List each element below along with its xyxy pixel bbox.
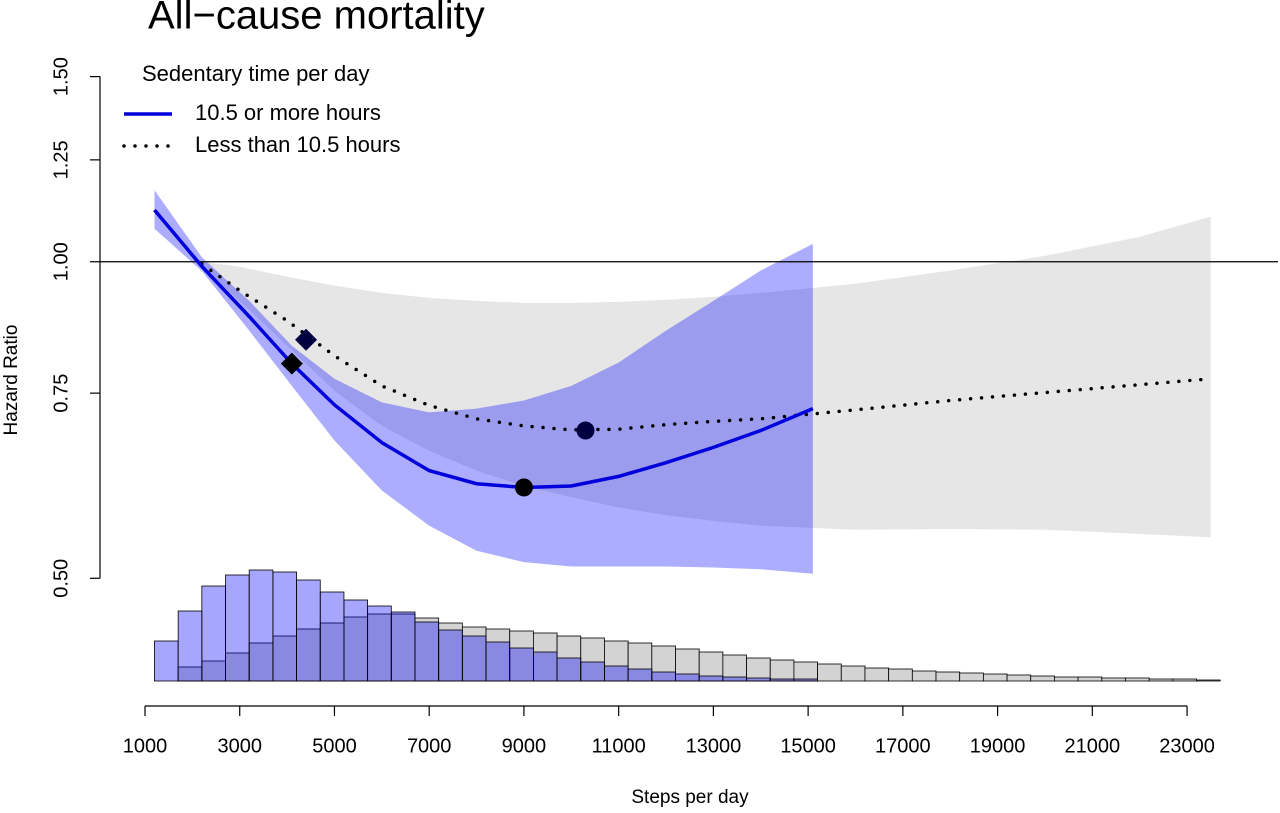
circle-marker xyxy=(576,421,595,440)
histogram-bar xyxy=(722,676,747,682)
histogram-bar xyxy=(1148,678,1174,682)
histogram-bar xyxy=(1125,677,1150,682)
histogram-bar xyxy=(1077,676,1103,682)
histogram-bar xyxy=(627,668,653,682)
histogram-bar xyxy=(248,569,274,682)
axes: 1000 3000 5000 7000 9000 11000 13000 15000 17000… xyxy=(50,57,1215,757)
histogram-bar xyxy=(746,657,771,682)
histogram-bar xyxy=(414,621,440,682)
legend-label: Less than 10.5 hours xyxy=(195,132,400,157)
x-tick-label: 15000 xyxy=(780,735,836,757)
histogram-bar xyxy=(793,678,818,682)
diamond-marker xyxy=(295,328,318,351)
histogram-bar xyxy=(840,665,866,682)
x-tick-label: 23000 xyxy=(1159,735,1215,757)
histogram-bar xyxy=(769,659,795,682)
x-axis-label: Steps per day xyxy=(631,787,749,808)
histogram-bar xyxy=(864,667,890,682)
diamond-marker xyxy=(280,352,303,375)
x-tick-label: 1000 xyxy=(123,735,168,757)
y-axis-label: Hazard Ratio xyxy=(1,325,22,436)
histograms xyxy=(154,569,1221,682)
histogram-bar xyxy=(438,629,463,682)
histogram-bar xyxy=(1054,676,1079,682)
histogram-bar xyxy=(651,671,676,682)
y-tick-label: 0.75 xyxy=(50,374,72,413)
histogram-bar xyxy=(675,673,700,682)
x-tick-label: 9000 xyxy=(502,735,547,757)
lines xyxy=(153,208,1213,497)
legend-label: 10.5 or more hours xyxy=(195,100,381,125)
histogram-bar xyxy=(225,574,250,682)
histogram-bar xyxy=(604,665,629,682)
bands xyxy=(100,190,1278,574)
histogram-bar xyxy=(485,641,511,682)
chart-title: All−cause mortality xyxy=(148,0,485,38)
x-tick-label: 7000 xyxy=(407,735,452,757)
histogram-bar xyxy=(154,640,179,682)
histogram-bar xyxy=(367,605,392,682)
histogram-bar xyxy=(461,635,487,682)
y-tick-label: 0.50 xyxy=(50,559,72,598)
histogram-bar xyxy=(888,668,913,682)
histogram-bar xyxy=(1030,675,1055,682)
y-tick-label: 1.00 xyxy=(50,242,72,281)
histogram-bar xyxy=(556,657,582,682)
confidence-band xyxy=(154,190,813,574)
histogram-bar xyxy=(793,661,818,682)
histogram-bar xyxy=(272,571,297,682)
histogram-bar xyxy=(935,671,961,682)
histogram-bar xyxy=(1172,678,1197,682)
x-tick-label: 13000 xyxy=(686,735,742,757)
histogram-bar xyxy=(817,663,842,682)
histogram-bar xyxy=(580,661,605,682)
histogram-bar xyxy=(509,647,534,682)
x-tick-label: 3000 xyxy=(217,735,262,757)
x-tick-label: 19000 xyxy=(970,735,1026,757)
histogram-bar xyxy=(698,675,724,682)
legend: Sedentary time per day 10.5 or more hour… xyxy=(122,61,400,157)
histogram-bar xyxy=(343,599,369,682)
y-tick-label: 1.50 xyxy=(50,57,72,96)
legend-title: Sedentary time per day xyxy=(142,61,369,86)
histogram-bar xyxy=(1196,679,1221,682)
histogram-bar xyxy=(177,610,203,682)
x-tick-label: 5000 xyxy=(312,735,357,757)
y-tick-label: 1.25 xyxy=(50,140,72,179)
histogram-bar xyxy=(769,678,795,682)
histogram-bar xyxy=(390,611,416,682)
confidence-band xyxy=(201,216,1211,538)
histogram-bar xyxy=(201,585,226,682)
x-tick-label: 21000 xyxy=(1065,735,1121,757)
series-line xyxy=(153,208,814,490)
circle-marker xyxy=(514,478,533,497)
histogram-bar xyxy=(296,579,321,682)
histogram-bar xyxy=(319,591,345,682)
histogram-bar xyxy=(959,672,984,682)
histogram-bar xyxy=(1006,674,1032,682)
histogram-bar xyxy=(1101,677,1126,682)
histogram-bar xyxy=(533,651,558,682)
histogram-bar xyxy=(746,677,771,682)
histogram-bar xyxy=(982,673,1008,682)
x-tick-label: 17000 xyxy=(875,735,931,757)
x-tick-label: 11000 xyxy=(592,735,646,757)
histogram-bar xyxy=(911,670,937,682)
